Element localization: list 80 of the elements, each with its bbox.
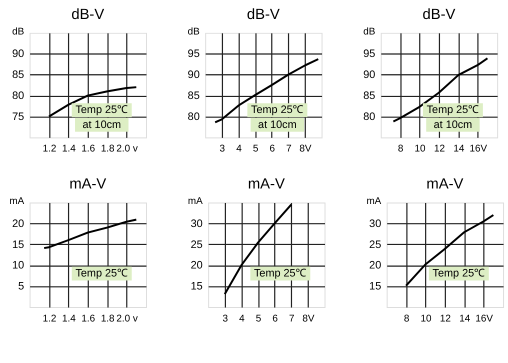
annotation: at 10cm: [82, 118, 122, 131]
x-tick-label: 3: [220, 144, 226, 155]
annotation: at 10cm: [258, 118, 297, 131]
y-tick-label: 90: [12, 48, 24, 60]
line-series: [405, 214, 494, 287]
x-tick-label: 16V: [469, 144, 488, 155]
y-axis-title: mA: [366, 196, 382, 207]
y-tick-label: 15: [12, 238, 24, 251]
y-tick-label: 95: [188, 48, 200, 60]
x-tick-label: 1.8: [100, 144, 116, 155]
y-tick-label: 15: [190, 280, 203, 293]
y-tick-label: 75: [12, 110, 24, 123]
annotation: Temp 25℃: [75, 268, 128, 280]
x-tick-label: 7: [286, 144, 292, 155]
x-tick-label: 2.0 v: [116, 144, 138, 155]
x-tick-label: 1.4: [62, 144, 76, 155]
x-tick-label: 12: [440, 313, 451, 324]
line-series: [48, 86, 138, 118]
chart-title: dB-V: [422, 7, 456, 24]
x-tick-label: 7: [289, 313, 295, 324]
x-tick-label: 1.8: [100, 313, 116, 324]
y-tick-label: 25: [190, 238, 203, 251]
y-tick-label: 85: [188, 90, 200, 102]
x-tick-label: 5: [252, 144, 259, 155]
y-tick-label: 10: [12, 260, 24, 272]
x-tick-label: 10: [414, 144, 426, 155]
x-tick-label: 8: [398, 144, 404, 155]
chart-title: mA-V: [69, 176, 106, 193]
x-tick-label: 6: [272, 313, 278, 324]
y-axis-title: dB: [188, 26, 200, 38]
y-tick-label: 20: [12, 218, 24, 230]
y-tick-label: 90: [363, 69, 376, 82]
x-tick-label: 16V: [475, 313, 494, 324]
annotation: at 10cm: [434, 118, 472, 131]
x-tick-label: 4: [239, 313, 246, 324]
y-axis-title: mA: [9, 196, 25, 207]
x-tick-label: 10: [420, 313, 432, 324]
y-tick-label: 90: [188, 69, 200, 82]
annotation: Temp 25℃: [426, 104, 480, 116]
x-tick-label: 3: [222, 313, 229, 324]
y-tick-label: 5: [18, 280, 24, 293]
x-tick-label: 8V: [302, 313, 315, 324]
x-tick-label: 2.0 v: [116, 313, 138, 324]
annotation: Temp 25℃: [251, 104, 304, 116]
y-tick-label: 80: [12, 90, 24, 102]
line-series: [43, 218, 138, 250]
y-tick-label: 20: [369, 260, 382, 272]
x-tick-label: 8V: [299, 144, 312, 155]
x-tick-label: 14: [453, 144, 465, 155]
y-tick-label: 30: [369, 218, 382, 230]
chart-title: dB-V: [71, 7, 104, 24]
y-tick-label: 25: [369, 238, 382, 251]
y-axis-title: dB: [12, 26, 25, 38]
x-tick-label: 1.4: [62, 313, 76, 324]
y-tick-label: 85: [12, 69, 24, 82]
x-tick-label: 1.6: [81, 313, 96, 324]
annotation: Temp 25℃: [432, 268, 486, 280]
chart-title: dB-V: [246, 7, 280, 24]
y-tick-label: 80: [363, 110, 376, 123]
x-tick-label: 12: [434, 144, 445, 155]
x-tick-label: 1.6: [81, 144, 96, 155]
y-tick-label: 80: [188, 110, 200, 123]
x-tick-label: 8: [404, 313, 410, 324]
y-axis-title: mA: [188, 196, 204, 207]
annotation: Temp 25℃: [75, 104, 128, 116]
y-tick-label: 85: [363, 90, 376, 102]
y-tick-label: 20: [190, 260, 203, 272]
x-tick-label: 1.2: [42, 144, 56, 155]
y-tick-label: 15: [369, 280, 382, 293]
x-tick-label: 5: [256, 313, 262, 324]
y-tick-label: 95: [363, 48, 376, 60]
y-axis-title: dB: [363, 26, 376, 38]
x-tick-label: 6: [269, 144, 276, 155]
y-tick-label: 30: [190, 218, 203, 230]
x-tick-label: 14: [459, 313, 471, 324]
chart-title: mA-V: [426, 176, 464, 193]
chart-title: mA-V: [248, 176, 285, 193]
x-tick-label: 4: [236, 144, 242, 155]
x-tick-label: 1.2: [42, 313, 56, 324]
annotation: Temp 25℃: [254, 268, 307, 280]
